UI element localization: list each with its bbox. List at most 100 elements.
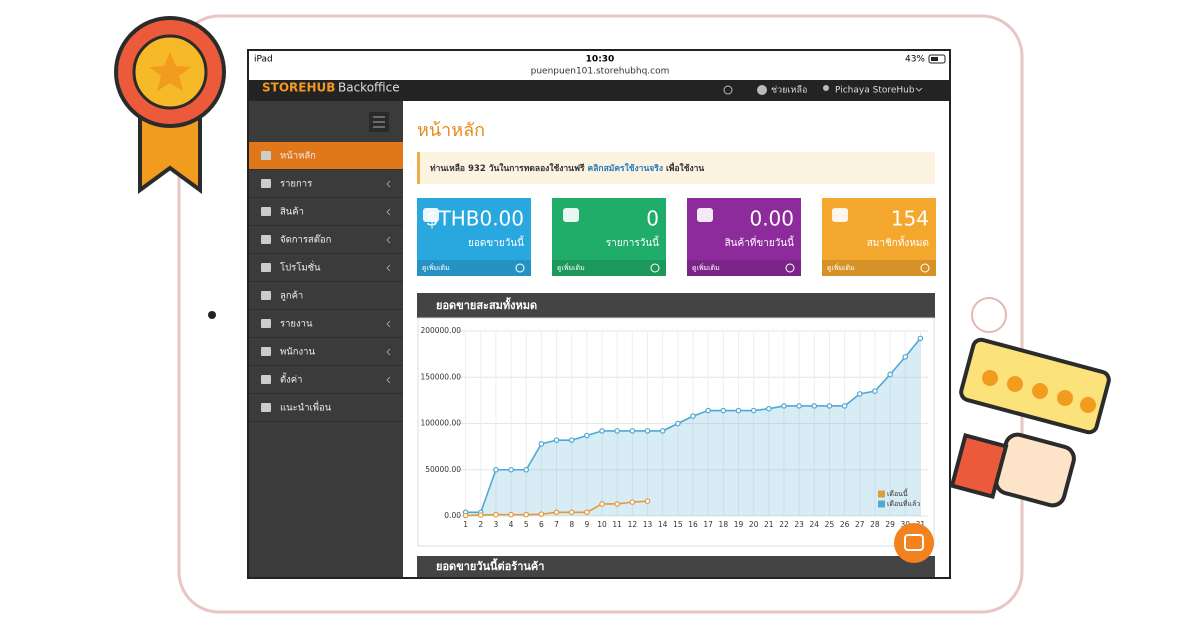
menu-label: ตั้งค่า: [280, 373, 303, 386]
rating-icon: [949, 337, 1111, 508]
chat-icon: [904, 534, 924, 551]
data-point: [796, 403, 802, 409]
data-point: [508, 466, 514, 473]
menu-item[interactable]: [249, 394, 403, 421]
menu-label: หน้าหลัก: [280, 151, 316, 162]
legend-swatch: [878, 490, 885, 498]
device-name: iPad: [254, 55, 273, 65]
notice-text: ท่านเหลือ 932 วันในการทดลองใช้งานฟรี คลิ…: [430, 161, 704, 174]
menu-label: จัดการสต๊อก: [280, 234, 332, 246]
notice-link[interactable]: คลิกสมัครใช้งานจริง: [588, 163, 663, 174]
menu-item[interactable]: [249, 170, 403, 197]
menu-icon: [261, 291, 271, 300]
legend-label: เดือนนี้: [887, 487, 908, 498]
series-area: [465, 338, 921, 516]
menu-icon: [261, 375, 271, 384]
chart: 0.00 50000.00 100000.00 150000.00 200000.00 1…: [420, 326, 928, 529]
card-more[interactable]: ดูเพิ่มเติม: [557, 263, 585, 272]
card-more[interactable]: ดูเพิ่มเติม: [827, 263, 855, 272]
x-tick-label: 23: [794, 520, 804, 529]
brand[interactable]: STOREHUB: [262, 81, 335, 95]
menu-item[interactable]: [249, 226, 403, 253]
x-tick-label: 24: [810, 520, 820, 529]
data-point: [584, 432, 590, 439]
menu-arrow: [386, 264, 391, 272]
card-footer[interactable]: [822, 260, 936, 276]
data-point: [841, 403, 848, 409]
data-point: [477, 512, 484, 518]
menu-item[interactable]: [249, 198, 403, 225]
menu-icon: [261, 319, 271, 328]
medal-icon: [114, 16, 226, 194]
data-point: [629, 428, 636, 434]
menu-icon: [261, 347, 271, 356]
data-point: [568, 437, 575, 443]
menu-label: สินค้า: [280, 207, 304, 218]
card-footer[interactable]: [552, 260, 666, 276]
x-tick-label: 9: [584, 520, 589, 529]
x-tick-label: 30: [900, 520, 910, 529]
x-tick-label: 21: [764, 520, 774, 529]
x-tick-label: 5: [524, 520, 529, 529]
menu-item[interactable]: [249, 366, 403, 393]
notice-prefix: ท่านเหลือ: [430, 163, 465, 174]
data-point: [644, 428, 651, 434]
x-tick-label: 25: [825, 520, 835, 529]
card-more[interactable]: ดูเพิ่มเติม: [692, 263, 720, 272]
card-arrow: [785, 263, 795, 273]
card-icon: [697, 208, 713, 222]
chat-button[interactable]: [894, 523, 934, 563]
data-point: [675, 420, 681, 427]
card-footer[interactable]: [687, 260, 801, 276]
user-caret: [915, 87, 923, 92]
product-name: Backoffice: [338, 81, 400, 95]
battery: 43%: [905, 55, 925, 65]
help-icon: [757, 85, 767, 95]
notice-days: 932: [468, 164, 486, 174]
card-more[interactable]: ดูเพิ่มเติม: [422, 263, 450, 272]
menu-arrow: [386, 376, 391, 384]
notice: [417, 152, 935, 184]
x-tick-label: 15: [673, 520, 683, 529]
data-point: [690, 413, 696, 419]
data-point: [644, 498, 651, 505]
data-point: [508, 511, 514, 518]
data-point: [735, 407, 742, 414]
x-tick-label: 22: [779, 520, 789, 529]
card-value: 0: [646, 207, 659, 231]
x-tick-label: 10: [597, 520, 607, 529]
x-tick-label: 2: [478, 520, 483, 529]
data-point: [629, 499, 636, 505]
url[interactable]: puenpuen101.storehubhq.com: [531, 67, 670, 77]
menu-label: แนะนำเพื่อน: [280, 401, 332, 414]
menu-item[interactable]: [249, 142, 403, 169]
bell-icon[interactable]: [723, 85, 733, 95]
menu-icon: [261, 403, 271, 412]
data-point: [538, 441, 545, 447]
battery-level: [931, 57, 938, 61]
menu-arrow: [386, 180, 391, 188]
card-label: สมาชิกทั้งหมด: [867, 235, 929, 249]
help-link[interactable]: ช่วยเหลือ: [771, 85, 807, 96]
user-menu[interactable]: Pichaya StoreHub: [835, 86, 915, 96]
notice-accent: [417, 152, 420, 184]
menu-item[interactable]: [249, 310, 403, 337]
menu-item[interactable]: [249, 338, 403, 365]
panel-title: ยอดขายวันนี้ต่อร้านค้า: [436, 558, 544, 573]
menu-item[interactable]: [249, 254, 403, 281]
card-label: สินค้าที่ขายวันนี้: [725, 235, 795, 249]
card-footer[interactable]: [417, 260, 531, 276]
menu-item[interactable]: [249, 282, 403, 309]
menu-arrow: [386, 348, 391, 356]
menu-icon: [261, 207, 271, 216]
data-point: [462, 512, 469, 519]
menu-label: โปรโมชั่น: [280, 261, 321, 274]
data-point: [538, 511, 545, 517]
data-point: [553, 437, 560, 443]
sidebar-menu: หน้าหลักรายการสินค้าจัดการสต๊อกโปรโมชั่น…: [249, 142, 403, 422]
y-tick-label: 100000.00: [420, 419, 461, 428]
x-tick-label: 18: [719, 520, 729, 529]
menu-label: รายการ: [280, 179, 312, 190]
notice-suffix: เพื่อใช้งาน: [666, 161, 704, 174]
data-point: [523, 466, 530, 473]
